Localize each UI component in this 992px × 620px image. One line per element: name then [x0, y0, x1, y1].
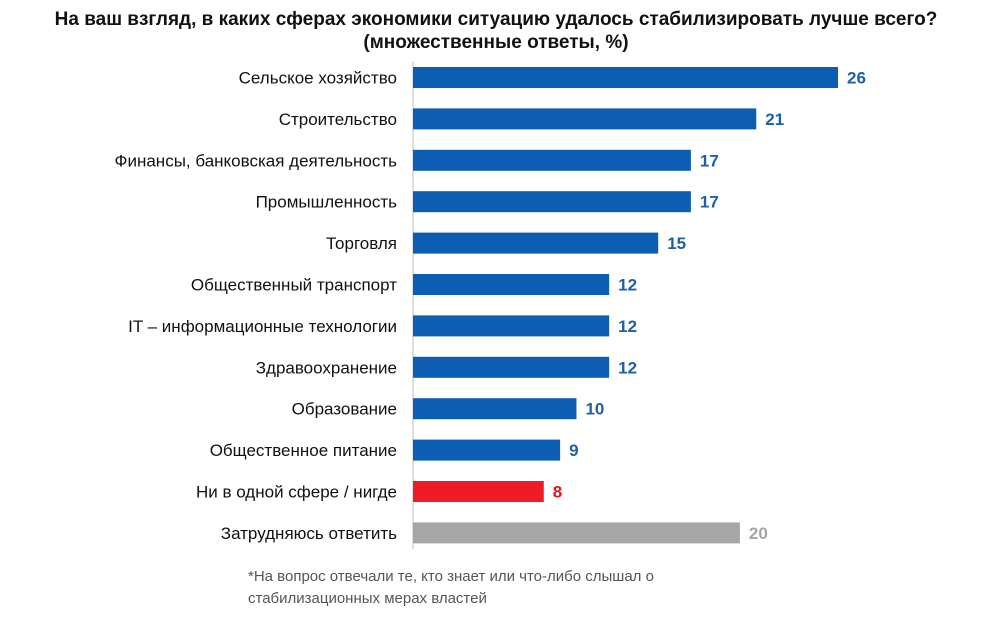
data-label: 12 — [618, 358, 637, 377]
chart-title: На ваш взгляд, в каких сферах экономики … — [54, 9, 938, 30]
footnote-line-1: *На вопрос отвечали те, кто знает или чт… — [248, 568, 654, 585]
category-label: Финансы, банковская деятельность — [115, 151, 398, 170]
category-label: Сельское хозяйство — [239, 69, 397, 88]
bar — [413, 356, 610, 378]
data-label: 26 — [847, 69, 866, 88]
chart-subtitle: (множественные ответы, %) — [363, 32, 629, 53]
bar — [413, 149, 691, 171]
bar — [413, 67, 838, 88]
bar — [413, 108, 757, 130]
category-label: Общественное питание — [210, 441, 397, 460]
bar — [413, 522, 740, 544]
category-label: Промышленность — [256, 193, 398, 212]
data-label: 12 — [618, 317, 637, 336]
data-label: 21 — [765, 110, 784, 129]
bar — [413, 274, 610, 295]
category-label: Здравоохранение — [256, 358, 397, 377]
bar — [413, 481, 544, 502]
bar — [413, 315, 610, 337]
footnote: *На вопрос отвечали те, кто знает или чт… — [248, 566, 768, 610]
data-label: 17 — [700, 193, 719, 212]
category-label: IT – информационные технологии — [128, 317, 397, 336]
data-label: 20 — [749, 524, 768, 543]
data-label: 8 — [553, 483, 562, 502]
bar — [413, 398, 577, 420]
bar — [413, 191, 691, 213]
category-label: Торговля — [326, 234, 397, 253]
data-label: 12 — [618, 276, 637, 295]
data-label: 9 — [569, 441, 578, 460]
bar — [413, 232, 659, 254]
footnote-line-2: стабилизационных мерах властей — [248, 590, 487, 607]
data-label: 17 — [700, 151, 719, 170]
category-label: Строительство — [279, 110, 397, 129]
category-label: Образование — [292, 400, 397, 419]
bar — [413, 439, 561, 461]
category-label: Затрудняюсь ответить — [221, 524, 397, 543]
bar-chart: Сельское хозяйство 26 Строительство 21 Финан… — [115, 61, 866, 550]
category-label: Общественный транспорт — [191, 276, 397, 295]
data-label: 10 — [585, 400, 604, 419]
data-label: 15 — [667, 234, 686, 253]
category-label: Ни в одной сфере / нигде — [196, 483, 397, 502]
chart-title-block: На ваш взгляд, в каких сферах экономики … — [0, 8, 992, 54]
